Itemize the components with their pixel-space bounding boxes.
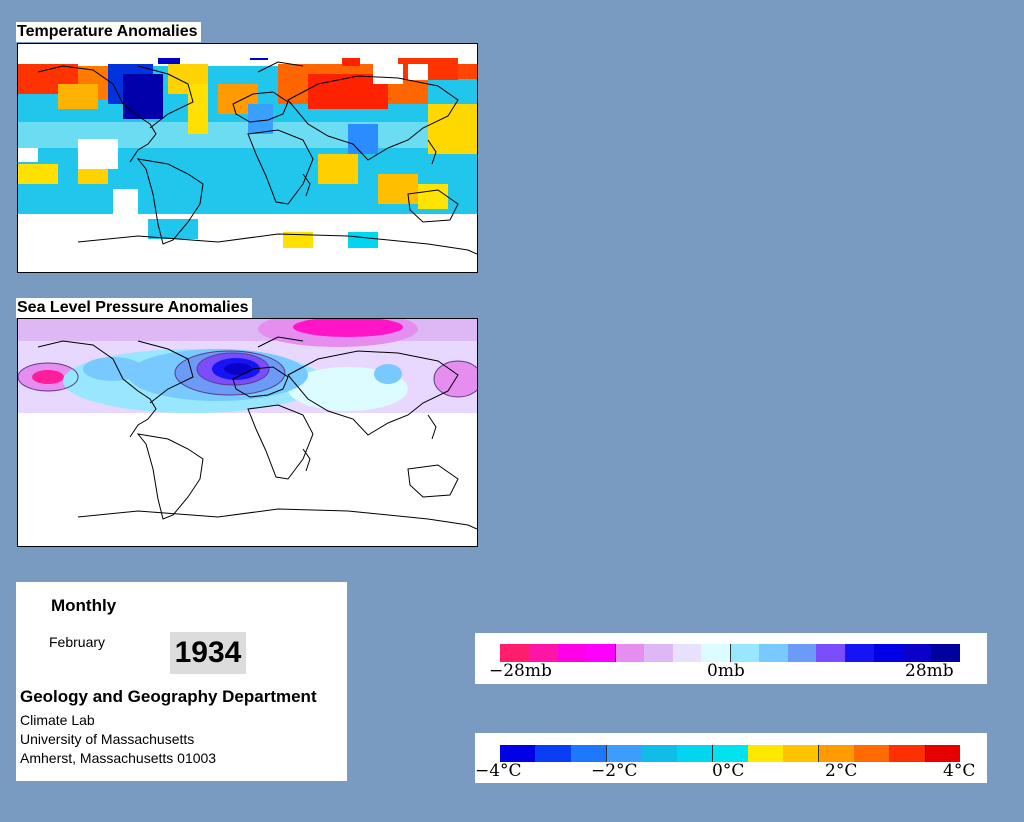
temperature-color-swatch (889, 745, 925, 762)
pressure-max-label: 28mb (905, 661, 954, 681)
department-name: Geology and Geography Department (20, 687, 317, 706)
temperature-color-swatch (606, 745, 642, 762)
pressure-color-swatch (643, 644, 673, 662)
temperature-color-swatch (924, 745, 960, 762)
pressure-color-swatch (902, 644, 932, 662)
temperature-color-swatch (712, 745, 748, 762)
pressure-map-title: Sea Level Pressure Anomalies (16, 298, 252, 318)
temperature-color-swatch (500, 745, 536, 762)
pressure-color-swatch (557, 644, 587, 662)
temperature-colorbar-swatches (500, 745, 960, 762)
temperature-color-swatch (676, 745, 713, 762)
month-label: February (49, 634, 106, 650)
pressure-color-swatch (500, 644, 529, 662)
info-panel: Monthly February 1934 Geology and Geogra… (16, 582, 347, 781)
temperature-anomaly-field (18, 44, 477, 272)
pressure-colorbar: −28mb 0mb 28mb (475, 633, 987, 684)
pressure-color-swatch (787, 644, 817, 662)
temperature-color-swatch (818, 745, 854, 762)
pressure-color-swatch (873, 644, 903, 662)
pressure-anomaly-field (18, 319, 477, 546)
year-display: 1934 (170, 632, 246, 674)
temperature-tick-label: −4°C (475, 761, 522, 781)
pressure-color-swatch (845, 644, 874, 662)
pressure-color-swatch (528, 644, 558, 662)
pressure-color-swatch (672, 644, 702, 662)
pressure-min-label: −28mb (489, 661, 552, 681)
temperature-color-swatch (570, 745, 607, 762)
temperature-tick-label: −2°C (591, 761, 638, 781)
address-line: Climate Lab (20, 712, 95, 728)
temperature-tick-label: 0°C (712, 761, 745, 781)
temperature-color-swatch (641, 745, 677, 762)
temperature-anomaly-map (17, 43, 478, 273)
temperature-tick-label: 4°C (943, 761, 976, 781)
pressure-color-swatch (586, 644, 615, 662)
temperature-map-title: Temperature Anomalies (16, 22, 201, 42)
pressure-color-swatch (931, 644, 960, 662)
pressure-colorbar-swatches (500, 644, 960, 662)
pressure-color-swatch (615, 644, 644, 662)
pressure-contours (18, 350, 477, 398)
temperature-color-swatch (535, 745, 571, 762)
pressure-color-swatch (730, 644, 759, 662)
address-line: Amherst, Massachusetts 01003 (20, 750, 217, 766)
pressure-anomaly-map (17, 318, 478, 547)
pressure-color-swatch (701, 644, 730, 662)
coastline-outlines (37, 61, 477, 255)
address-line: University of Massachusetts (20, 731, 195, 747)
coastline-outlines (37, 336, 477, 530)
temperature-color-swatch (783, 745, 819, 762)
pressure-zero-label: 0mb (707, 661, 745, 681)
temperature-colorbar: −4°C −2°C 0°C 2°C 4°C (475, 733, 987, 783)
frequency-label: Monthly (51, 596, 117, 615)
pressure-color-swatch (816, 644, 845, 662)
temperature-color-swatch (853, 745, 890, 762)
temperature-tick-label: 2°C (825, 761, 858, 781)
pressure-color-swatch (758, 644, 788, 662)
temperature-color-swatch (747, 745, 783, 762)
